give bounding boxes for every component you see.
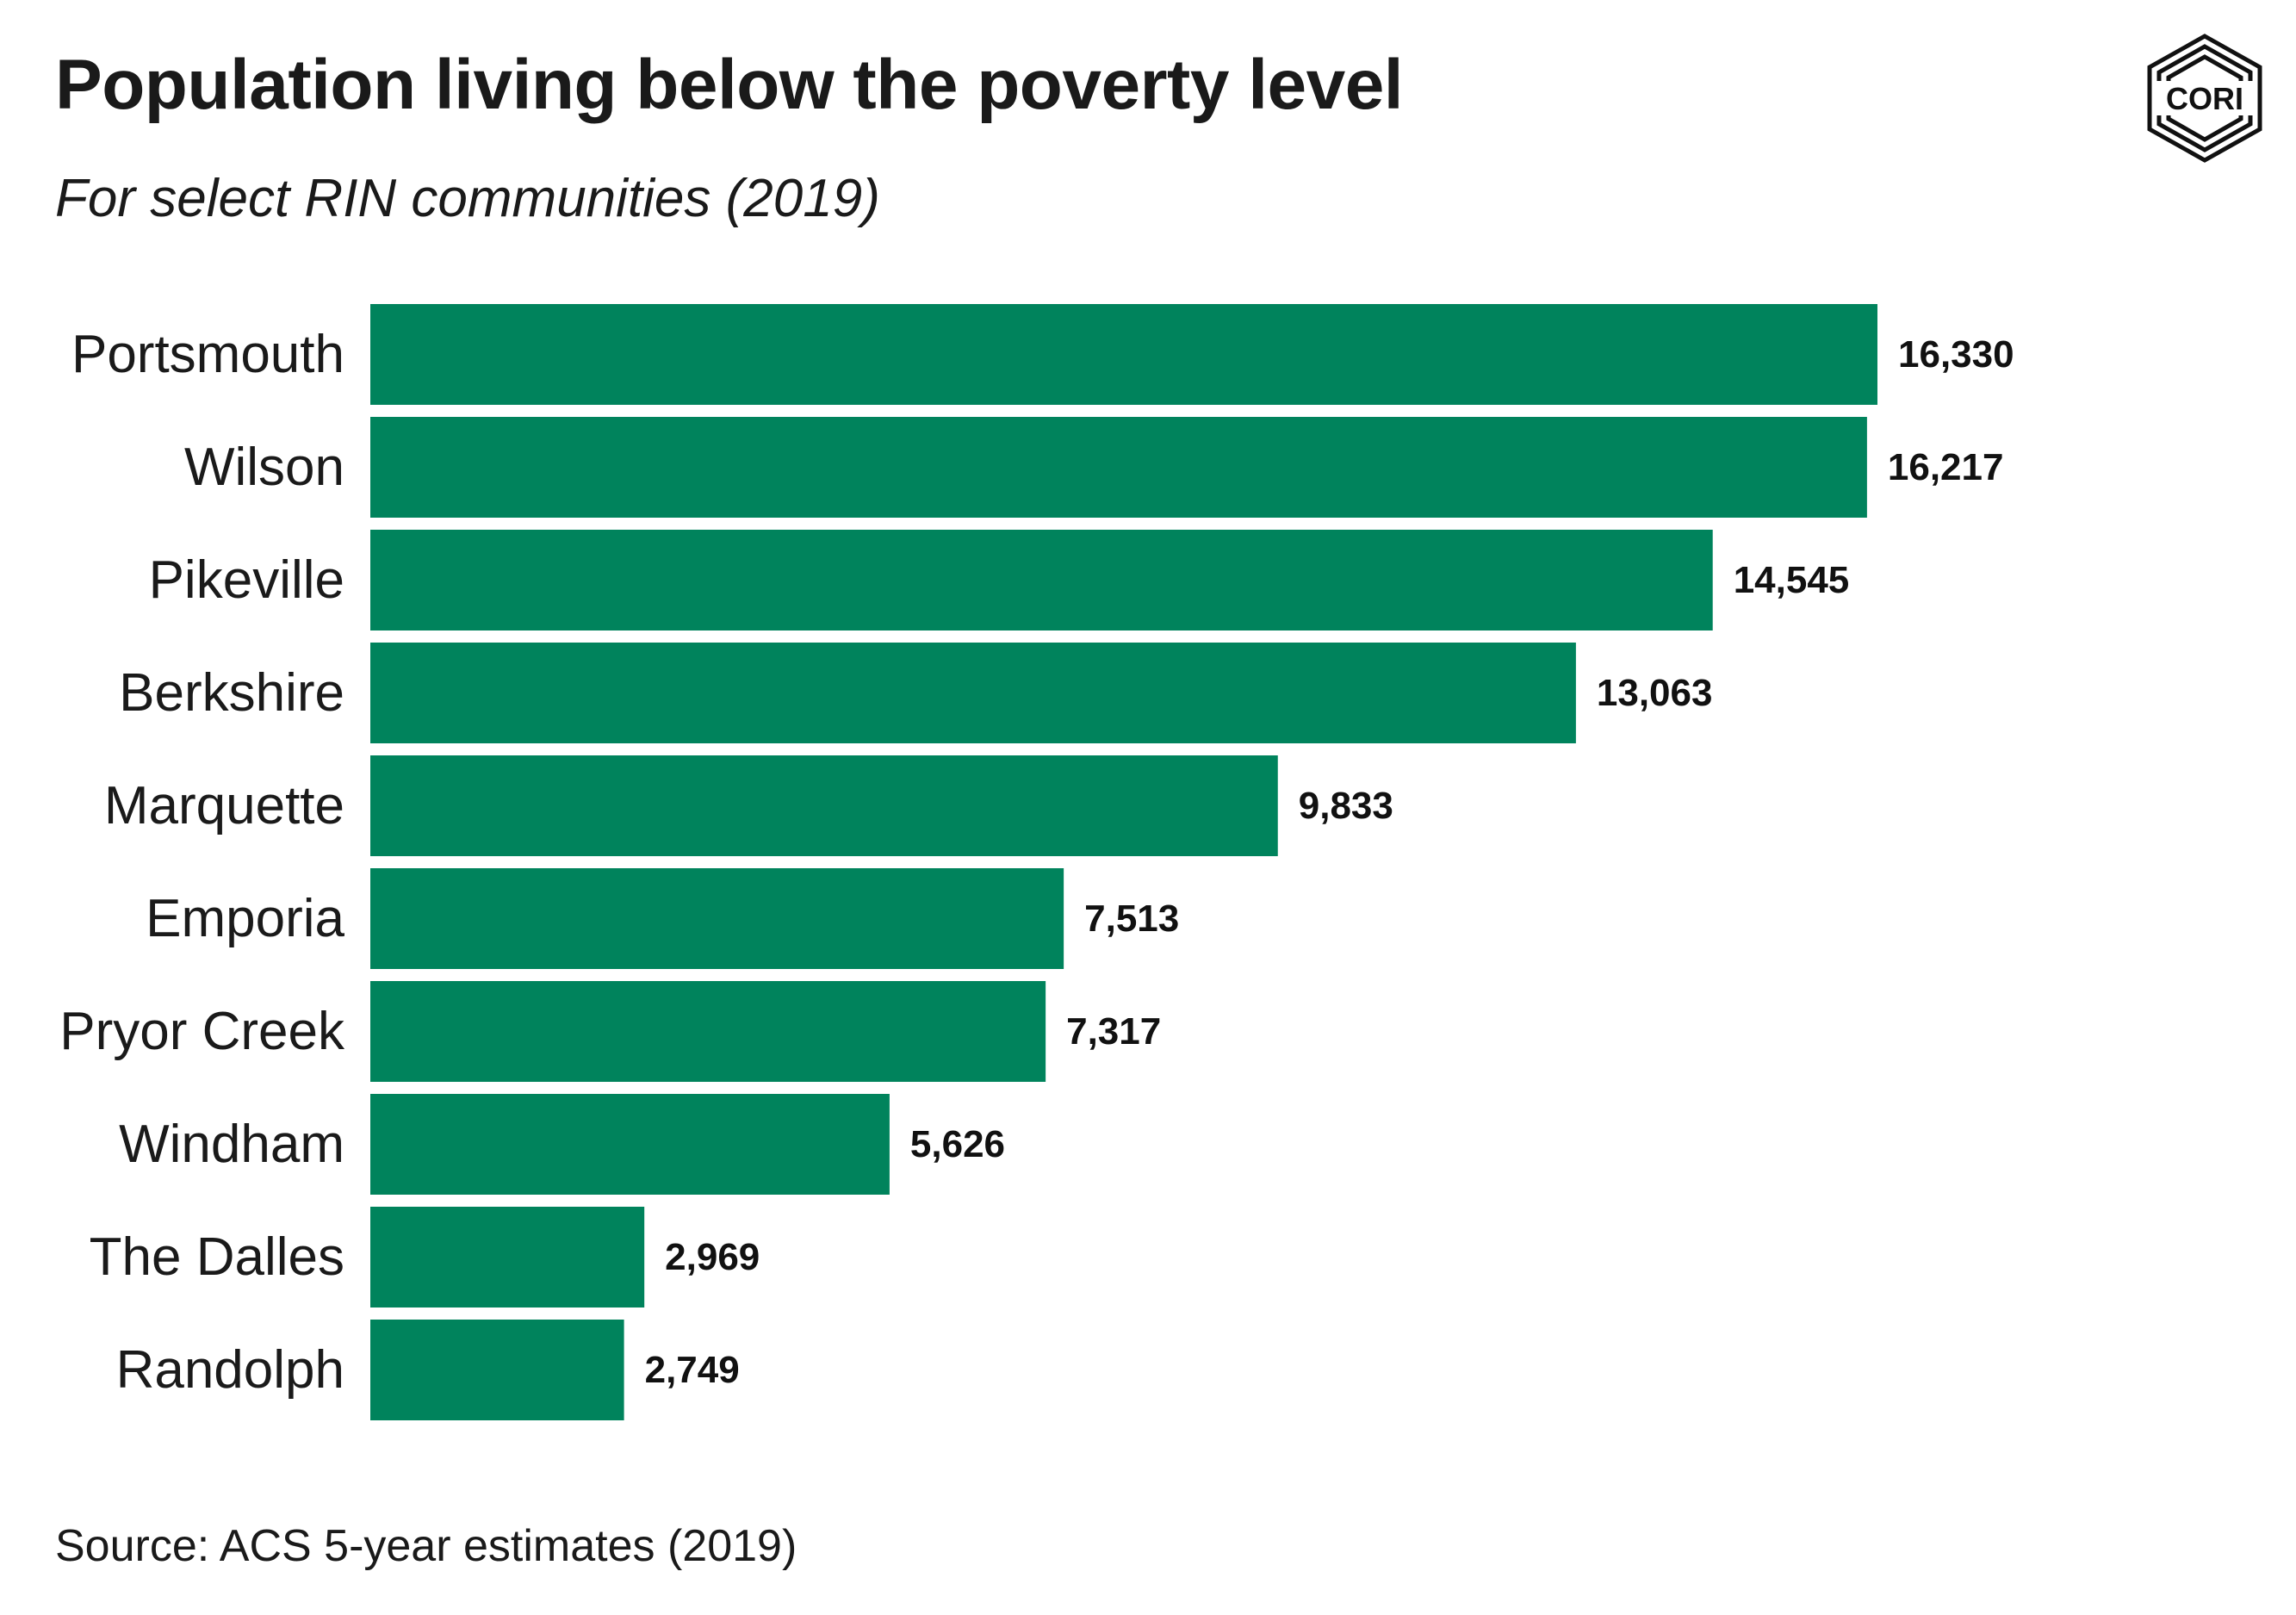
category-label-randolph: Randolph	[116, 1340, 344, 1400]
category-label-portsmouth: Portsmouth	[71, 325, 344, 384]
category-label-wilson: Wilson	[184, 438, 344, 497]
value-label-pryor-creek: 7,317	[1066, 1010, 1161, 1053]
value-label-berkshire: 13,063	[1597, 672, 1713, 714]
bars-group	[370, 304, 1877, 1420]
bar-randolph	[370, 1320, 624, 1420]
bar-windham	[370, 1094, 890, 1195]
category-label-berkshire: Berkshire	[119, 663, 344, 723]
category-label-marquette: Marquette	[104, 776, 344, 835]
value-label-windham: 5,626	[910, 1123, 1005, 1165]
bar-emporia	[370, 868, 1064, 969]
bar-the-dalles	[370, 1207, 645, 1308]
value-label-marquette: 9,833	[1299, 785, 1393, 827]
bar-pryor-creek	[370, 981, 1046, 1082]
cori-logo-icon: CORI	[2147, 34, 2262, 163]
bar-portsmouth	[370, 304, 1877, 405]
bar-berkshire	[370, 643, 1576, 743]
category-labels: Portsmouth Wilson Pikeville Berkshire Marque…	[59, 325, 345, 1400]
value-label-pikeville: 14,545	[1734, 559, 1850, 601]
chart-subtitle: For select RIN communities (2019)	[55, 169, 880, 228]
value-label-wilson: 16,217	[1888, 446, 2004, 488]
bar-marquette	[370, 755, 1278, 856]
value-label-the-dalles: 2,969	[665, 1236, 760, 1278]
category-label-windham: Windham	[119, 1115, 344, 1174]
category-label-emporia: Emporia	[146, 889, 344, 948]
category-label-pryor-creek: Pryor Creek	[59, 1002, 345, 1061]
source-note: Source: ACS 5-year estimates (2019)	[55, 1521, 797, 1571]
logo-text: CORI	[2166, 81, 2243, 116]
category-label-pikeville: Pikeville	[149, 550, 344, 610]
value-label-randolph: 2,749	[645, 1349, 740, 1391]
chart-title: Population living below the poverty leve…	[55, 46, 1404, 124]
bar-wilson	[370, 417, 1867, 518]
bar-pikeville	[370, 530, 1713, 630]
value-labels: 16,330 16,217 14,545 13,063 9,833 7,513 7,317 5…	[645, 333, 2014, 1391]
value-label-emporia: 7,513	[1084, 898, 1179, 940]
value-label-portsmouth: 16,330	[1898, 333, 2014, 376]
category-label-the-dalles: The Dalles	[90, 1227, 344, 1287]
bar-chart: Portsmouth Wilson Pikeville Berkshire Marque…	[59, 304, 2014, 1420]
